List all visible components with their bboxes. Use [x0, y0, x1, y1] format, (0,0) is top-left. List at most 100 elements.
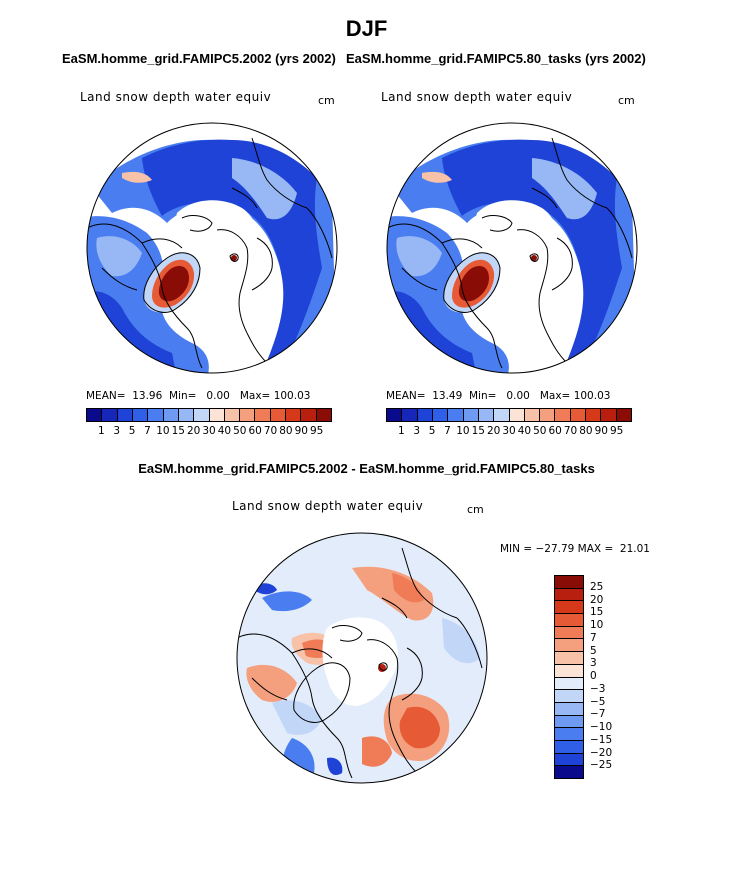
- panel-1-mean-value: 13.96: [132, 390, 163, 402]
- colorbar-tick-label: 90: [594, 425, 608, 437]
- diff-colorbar-tick-label: 10: [590, 619, 604, 631]
- panel-1-colorbar: [86, 408, 332, 422]
- colorbar-tick-label: 15: [471, 425, 485, 437]
- colorbar-tick-label: 90: [294, 425, 308, 437]
- diff-colorbar-swatch: [555, 690, 583, 703]
- colorbar-swatch: [286, 409, 302, 421]
- colorbar-tick-label: 15: [171, 425, 185, 437]
- diff-colorbar-swatch: [555, 702, 583, 716]
- colorbar-swatch: [387, 409, 403, 421]
- colorbar-tick-label: 95: [309, 425, 324, 437]
- panel-2-title: EaSM.homme_grid.FAMIPC5.80_tasks (yrs 20…: [346, 51, 646, 66]
- colorbar-swatch: [555, 409, 571, 421]
- colorbar-tick-label: 20: [186, 425, 201, 437]
- panel-1-mean-label: MEAN=: [86, 390, 126, 402]
- colorbar-swatch: [417, 409, 433, 421]
- panel-1-units: cm: [318, 94, 335, 107]
- diff-colorbar-tick-label: 7: [590, 631, 597, 644]
- panel-2-mean-value: 13.49: [432, 390, 463, 402]
- diff-colorbar-swatch: [555, 740, 583, 754]
- colorbar-swatch: [601, 409, 617, 421]
- colorbar-tick-label: 3: [113, 425, 121, 437]
- colorbar-tick-label: 40: [517, 425, 532, 437]
- colorbar-swatch: [586, 409, 602, 421]
- colorbar-tick-label: 30: [502, 425, 516, 437]
- colorbar-swatch: [224, 409, 241, 421]
- colorbar-swatch: [509, 409, 525, 421]
- panel-1-title: EaSM.homme_grid.FAMIPC5.2002 (yrs 2002): [62, 51, 336, 66]
- colorbar-tick-label: 7: [144, 425, 151, 437]
- diff-colorbar-tick-label: −10: [590, 721, 613, 733]
- colorbar-tick-label: 80: [579, 425, 593, 437]
- colorbar-swatch: [494, 409, 510, 421]
- diff-panel-minmax: MIN = −27.79 MAX = 21.01: [500, 543, 650, 555]
- colorbar-tick-label: 95: [609, 425, 624, 437]
- panel-2-colorbar-labels: 1 3 5 7 10 15 20 30 40 50 60 70 80 90 95: [386, 425, 632, 439]
- colorbar-tick-label: 70: [563, 425, 578, 437]
- diff-colorbar-swatch: [555, 626, 583, 640]
- colorbar-swatch: [270, 409, 287, 421]
- diff-colorbar-tick-label: 15: [590, 606, 604, 619]
- diff-colorbar-tick-label: 20: [590, 593, 604, 606]
- diff-colorbar-swatch: [555, 614, 583, 627]
- diff-colorbar-labels: 25 20 15 10 7 5 3 0 −3 −5 −7 −10 −15 −20 −25: [590, 575, 630, 779]
- colorbar-swatch: [570, 409, 587, 421]
- diff-colorbar-swatch: [555, 601, 583, 615]
- diff-colorbar-tick-label: 5: [590, 644, 597, 657]
- colorbar-swatch: [209, 409, 225, 421]
- panel-2-units: cm: [618, 94, 635, 107]
- colorbar-tick-label: 1: [398, 425, 405, 437]
- colorbar-tick-label: 1: [98, 425, 105, 437]
- colorbar-tick-label: 10: [156, 425, 170, 437]
- diff-colorbar-swatch: [555, 677, 583, 691]
- diff-colorbar: [554, 575, 584, 779]
- diff-colorbar-tick-label: 25: [590, 580, 604, 593]
- diff-colorbar-swatch: [555, 664, 583, 678]
- colorbar-swatch: [301, 409, 317, 421]
- diff-colorbar-tick-label: −25: [590, 759, 613, 772]
- colorbar-tick-label: 5: [428, 425, 436, 437]
- colorbar-tick-label: 60: [248, 425, 262, 437]
- colorbar-tick-label: 7: [444, 425, 451, 437]
- diff-colorbar-swatch: [555, 766, 583, 778]
- colorbar-tick-label: 50: [233, 425, 247, 437]
- panel-1-min-label: Min=: [168, 390, 197, 402]
- diff-colorbar-tick-label: 0: [590, 670, 597, 682]
- colorbar-swatch: [448, 409, 464, 421]
- colorbar-swatch: [463, 409, 479, 421]
- diff-colorbar-swatch: [555, 753, 583, 767]
- diff-colorbar-swatch: [555, 715, 583, 729]
- diff-colorbar-swatch: [555, 639, 583, 653]
- diff-colorbar-tick-label: −15: [590, 733, 613, 746]
- diff-panel-variable-label: Land snow depth water equiv: [232, 499, 424, 513]
- colorbar-tick-label: 30: [202, 425, 216, 437]
- colorbar-swatch: [255, 409, 271, 421]
- colorbar-swatch: [478, 409, 495, 421]
- colorbar-tick-label: 70: [263, 425, 278, 437]
- diff-panel-title: EaSM.homme_grid.FAMIPC5.2002 - EaSM.homm…: [138, 461, 595, 476]
- panel-1-max-value: 100.03: [273, 390, 311, 402]
- colorbar-tick-label: 50: [533, 425, 547, 437]
- colorbar-swatch: [132, 409, 149, 421]
- colorbar-swatch: [432, 409, 449, 421]
- colorbar-swatch: [524, 409, 541, 421]
- diff-colorbar-tick-label: −3: [590, 682, 606, 695]
- colorbar-tick-label: 40: [217, 425, 232, 437]
- diff-colorbar-swatch: [555, 652, 583, 665]
- diff-colorbar-swatch: [555, 728, 583, 741]
- panel-2-max-value: 100.03: [573, 390, 611, 402]
- panel-2-polar-map: [386, 122, 638, 374]
- colorbar-swatch: [240, 409, 256, 421]
- colorbar-swatch: [194, 409, 210, 421]
- diff-colorbar-tick-label: 3: [590, 657, 597, 670]
- colorbar-swatch: [402, 409, 418, 421]
- diff-colorbar-tick-label: −5: [590, 695, 606, 708]
- diff-colorbar-tick-label: −7: [590, 708, 606, 721]
- colorbar-tick-label: 10: [456, 425, 470, 437]
- colorbar-swatch: [117, 409, 133, 421]
- panel-2-min-label: Min=: [468, 390, 497, 402]
- colorbar-tick-label: 5: [128, 425, 136, 437]
- colorbar-swatch: [163, 409, 179, 421]
- panel-2-min-value: 0.00: [506, 390, 530, 402]
- panel-2-variable-label: Land snow depth water equiv: [381, 90, 573, 104]
